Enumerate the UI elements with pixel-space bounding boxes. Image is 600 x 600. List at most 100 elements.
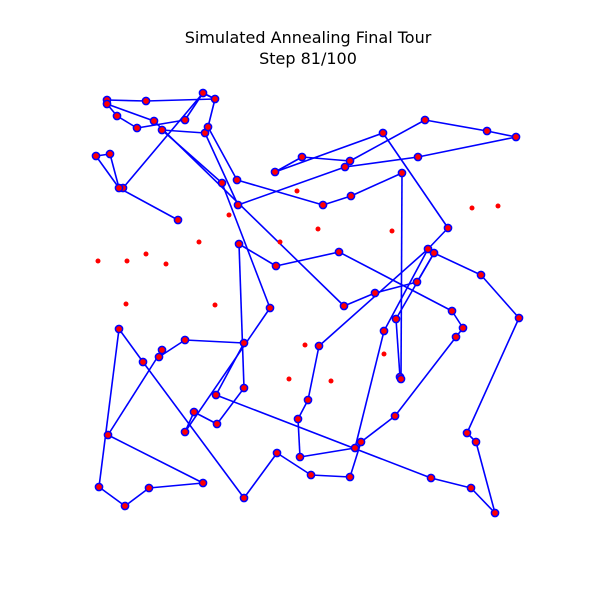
visited-city-point bbox=[451, 332, 461, 342]
tour-segment bbox=[486, 130, 517, 138]
tour-segment bbox=[216, 387, 245, 425]
visited-city-point bbox=[396, 374, 406, 384]
visited-city-point bbox=[198, 88, 208, 98]
visited-city-point bbox=[390, 411, 400, 421]
tour-segment bbox=[424, 119, 488, 132]
visited-city-point bbox=[345, 156, 355, 166]
tour-segment bbox=[184, 339, 245, 344]
tour-segment bbox=[236, 179, 324, 206]
visited-city-point bbox=[476, 270, 486, 280]
visited-city-point bbox=[94, 482, 104, 492]
visited-city-point bbox=[271, 261, 281, 271]
tour-segment bbox=[136, 119, 186, 129]
visited-cities-layer bbox=[91, 88, 524, 518]
visited-city-point bbox=[379, 326, 389, 336]
tour-segment bbox=[238, 243, 245, 389]
tour-segment bbox=[107, 349, 163, 436]
tour-segment bbox=[349, 119, 426, 162]
visited-city-point bbox=[105, 149, 115, 159]
unvisited-cities-layer bbox=[95, 188, 501, 384]
unvisited-city-point bbox=[277, 239, 283, 245]
unvisited-city-point bbox=[469, 205, 475, 211]
visited-city-point bbox=[339, 301, 349, 311]
tour-segment bbox=[301, 156, 351, 162]
tour-segment bbox=[142, 361, 245, 499]
tour-segment bbox=[158, 339, 186, 358]
visited-city-point bbox=[272, 448, 282, 458]
tour-segment bbox=[322, 195, 352, 206]
visited-city-point bbox=[132, 123, 142, 133]
tour-segment bbox=[466, 317, 520, 434]
visited-city-point bbox=[412, 277, 422, 287]
tour-segment bbox=[207, 126, 238, 181]
visited-city-point bbox=[232, 175, 242, 185]
visited-city-point bbox=[198, 478, 208, 488]
visited-city-point bbox=[102, 99, 112, 109]
tour-segment bbox=[343, 292, 376, 307]
unvisited-city-point bbox=[389, 228, 395, 234]
tour-segment bbox=[221, 182, 271, 309]
visited-city-point bbox=[144, 483, 154, 493]
visited-city-point bbox=[397, 168, 407, 178]
tour-segment bbox=[215, 342, 245, 396]
tour-segment bbox=[124, 487, 150, 507]
visited-city-point bbox=[443, 223, 453, 233]
unvisited-city-point bbox=[495, 203, 501, 209]
tour-segment bbox=[276, 452, 312, 476]
unvisited-city-point bbox=[95, 258, 101, 264]
tour-segment bbox=[95, 155, 120, 189]
visited-city-point bbox=[189, 407, 199, 417]
unvisited-city-point bbox=[315, 226, 321, 232]
unvisited-city-point bbox=[381, 351, 387, 357]
tour-segment bbox=[145, 98, 216, 102]
tour-segment bbox=[480, 274, 520, 319]
visited-city-point bbox=[293, 414, 303, 424]
tour-segment bbox=[318, 248, 429, 347]
tour-segment bbox=[204, 132, 239, 206]
visited-city-point bbox=[340, 162, 350, 172]
tour-segment bbox=[207, 98, 216, 128]
visited-city-point bbox=[466, 483, 476, 493]
tour-segment bbox=[107, 434, 204, 484]
unvisited-city-point bbox=[302, 342, 308, 348]
visited-city-point bbox=[120, 501, 130, 511]
tour-segment bbox=[344, 156, 419, 168]
tour-segment bbox=[106, 99, 147, 102]
visited-city-point bbox=[303, 395, 313, 405]
visited-city-point bbox=[211, 390, 221, 400]
visited-city-point bbox=[482, 126, 492, 136]
tour-segment bbox=[417, 136, 517, 158]
visited-city-point bbox=[239, 383, 249, 393]
visited-city-point bbox=[420, 115, 430, 125]
visited-city-point bbox=[334, 247, 344, 257]
tour-segment bbox=[350, 172, 403, 197]
visited-city-point bbox=[350, 443, 360, 453]
tour-segment bbox=[427, 227, 449, 250]
tour-segment bbox=[118, 187, 179, 221]
unvisited-city-point bbox=[124, 258, 130, 264]
visited-city-point bbox=[233, 200, 243, 210]
visited-city-point bbox=[356, 437, 366, 447]
tour-segment bbox=[161, 129, 206, 134]
tour-segment bbox=[184, 307, 271, 433]
tour-segment bbox=[106, 103, 155, 122]
visited-city-point bbox=[141, 96, 151, 106]
tour-segment bbox=[383, 248, 429, 332]
tour-segment bbox=[475, 441, 496, 514]
visited-city-point bbox=[138, 357, 148, 367]
visited-city-point bbox=[391, 314, 401, 324]
visited-city-point bbox=[157, 345, 167, 355]
tour-segment bbox=[122, 92, 204, 189]
visited-city-point bbox=[239, 493, 249, 503]
unvisited-city-point bbox=[328, 378, 334, 384]
tour-segment bbox=[310, 474, 351, 478]
tour-segment bbox=[98, 328, 120, 488]
tour-segment bbox=[238, 243, 277, 267]
visited-city-point bbox=[426, 473, 436, 483]
tour-segment bbox=[395, 318, 401, 378]
tour-segment bbox=[215, 394, 432, 479]
visited-city-point bbox=[306, 470, 316, 480]
tour-segment bbox=[395, 252, 435, 320]
visited-city-point bbox=[154, 352, 164, 362]
